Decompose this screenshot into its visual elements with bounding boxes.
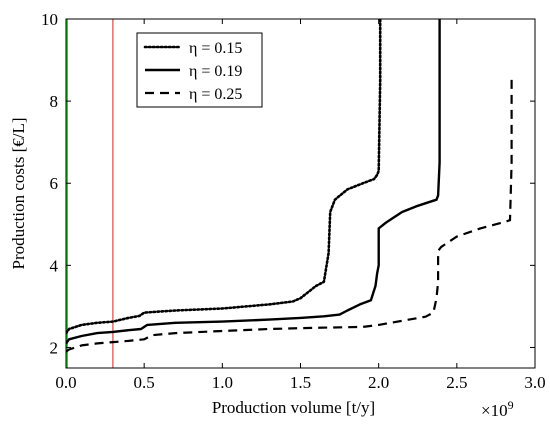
x-tick-label: 2.0 [368, 373, 389, 392]
x-tick-label: 3.0 [524, 373, 545, 392]
y-tick-label: 4 [50, 256, 59, 275]
series-line-solid [66, 19, 441, 345]
x-tick-label: 2.5 [446, 373, 467, 392]
series-line-dashed [66, 76, 513, 353]
y-tick-label: 8 [50, 92, 59, 111]
y-tick-label: 6 [50, 174, 59, 193]
tick-labels: 0.0 0.5 1.0 1.5 2.0 2.5 3.0 2 4 6 8 10 [41, 10, 546, 392]
x-axis-label: Production volume [t/y] [212, 398, 375, 417]
legend-entry: η = 0.19 [189, 63, 242, 80]
x-axis-multiplier-exponent: 9 [508, 398, 514, 412]
x-tick-label: 1.0 [212, 373, 233, 392]
x-tick-label: 0.5 [134, 373, 155, 392]
x-axis-multiplier: ×109 [481, 398, 514, 420]
x-axis-multiplier-base: ×10 [481, 401, 508, 420]
series-line-dotted [66, 19, 382, 335]
legend-entry: η = 0.25 [189, 86, 242, 103]
legend-entry: η = 0.15 [189, 40, 242, 57]
axis-ticks [65, 18, 536, 368]
legend: η = 0.15 η = 0.19 η = 0.25 [136, 32, 263, 108]
y-tick-label: 2 [50, 338, 59, 357]
y-axis-label: Production costs [€/L] [9, 117, 28, 269]
x-tick-label: 0.0 [55, 373, 76, 392]
x-tick-label: 1.5 [290, 373, 311, 392]
plot-area [66, 19, 513, 368]
y-tick-label: 10 [41, 10, 58, 29]
